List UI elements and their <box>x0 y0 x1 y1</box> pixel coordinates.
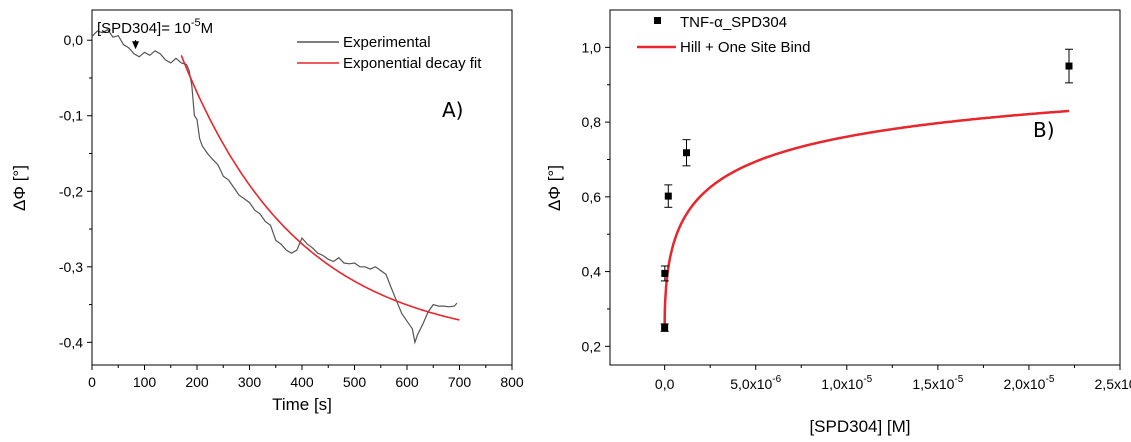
y-axis-b: 0,2 0,4 0,6 0,8 1,0 <box>582 39 610 354</box>
x-tick-label-b: 5,0x10-6 <box>730 374 781 392</box>
x-axis-b: 0,0 5,0x10-6 1,0x10-5 1,5x10-5 2,0x10-5 2,5x1… <box>655 365 1131 392</box>
hill-fit-curve <box>663 109 1070 328</box>
x-tick-label-a: 0 <box>88 374 96 390</box>
y-tick-label-b: 0,2 <box>582 338 602 354</box>
data-point <box>661 269 669 277</box>
annotation-arrow-head <box>132 41 140 50</box>
x-tick-label-b: 2,0x10-5 <box>1003 374 1054 392</box>
x-tick-label-a: 700 <box>448 374 472 390</box>
annotation-suffix: M <box>201 20 214 37</box>
panel-a: 0 100 200 300 400 500 600 700 800 0,0 -0,1 -0,2 -0,… <box>10 9 524 414</box>
panel-b: 0,0 5,0x10-6 1,0x10-5 1,5x10-5 2,0x10-5 2,5x1… <box>545 9 1131 436</box>
panel-label-a: A) <box>442 98 463 122</box>
legend-marker-tnf-spd304 <box>654 17 661 24</box>
x-axis-a: 0 100 200 300 400 500 600 700 800 <box>88 365 524 390</box>
data-point <box>664 192 672 200</box>
x-tick-label-a: 800 <box>500 374 524 390</box>
x-tick-label-a: 300 <box>238 374 262 390</box>
y-tick-label-b: 1,0 <box>582 39 602 55</box>
x-tick-label-b: 0,0 <box>655 376 675 392</box>
y-tick-label-b: 0,6 <box>582 189 602 205</box>
y-tick-label-a: 0,0 <box>64 32 84 48</box>
x-axis-title-b: [SPD304] [M] <box>809 417 910 436</box>
data-point <box>683 149 690 157</box>
panel-label-b: B) <box>1033 118 1055 142</box>
data-point <box>1065 62 1073 70</box>
y-tick-label-b: 0,4 <box>582 264 602 280</box>
legend-label-fit: Exponential decay fit <box>343 55 482 72</box>
y-tick-label-b: 0,8 <box>582 114 602 130</box>
x-tick-label-b: 1,5x10-5 <box>912 374 963 392</box>
plot-frame-b <box>609 9 1121 366</box>
y-axis-title-a: ΔΦ [°] <box>10 165 29 211</box>
legend-label-experimental: Experimental <box>343 34 431 51</box>
concentration-annotation: [SPD304]= 10-5M <box>97 17 213 37</box>
x-tick-label-a: 600 <box>395 374 419 390</box>
x-tick-label-a: 200 <box>185 374 209 390</box>
x-tick-label-a: 500 <box>343 374 367 390</box>
x-tick-label-a: 400 <box>290 374 314 390</box>
legend-label-tnf-spd304: TNF-α_SPD304 <box>680 14 787 31</box>
annotation-prefix: [SPD304]= 10 <box>97 20 191 37</box>
exponential-fit-line <box>180 55 460 321</box>
x-tick-label-a: 100 <box>133 374 157 390</box>
data-points-b <box>660 48 1073 332</box>
legend-label-hill: Hill + One Site Bind <box>680 39 810 56</box>
x-tick-label-b: 1,0x10-5 <box>821 374 872 392</box>
y-axis-a: 0,0 -0,1 -0,2 -0,3 -0,4 <box>59 32 92 350</box>
annotation-exponent: -5 <box>191 17 201 29</box>
x-axis-title-a: Time [s] <box>272 395 332 414</box>
y-tick-label-a: -0,3 <box>59 259 83 275</box>
y-axis-title-b: ΔΦ [°] <box>545 165 564 211</box>
y-tick-label-a: -0,4 <box>59 334 83 350</box>
data-point <box>661 324 669 332</box>
x-tick-label-b: 2,5x10-5 <box>1095 374 1131 392</box>
experimental-series-line <box>91 28 458 345</box>
y-tick-label-a: -0,1 <box>59 108 83 124</box>
y-tick-label-a: -0,2 <box>59 183 83 199</box>
